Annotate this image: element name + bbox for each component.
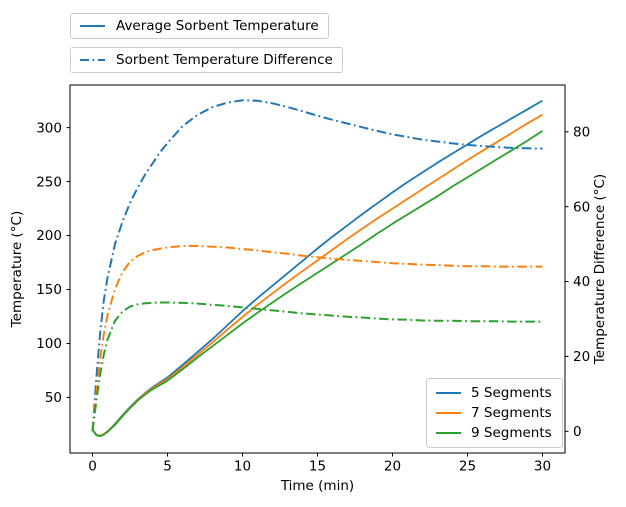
legend-9-segments-label: 9 Segments xyxy=(471,425,552,441)
series-line-9-segments-sorbent-temperature-difference xyxy=(91,301,543,432)
line-sample-icon xyxy=(436,432,461,434)
legend-item-7-segments: 7 Segments xyxy=(435,403,552,423)
x-tick-label: 0 xyxy=(88,459,97,475)
legend-temperature-difference: Sorbent Temperature Difference xyxy=(70,47,343,73)
y-right-tick-label: 20 xyxy=(573,349,590,365)
legend-item-9-segments: 9 Segments xyxy=(435,423,552,443)
y-right-tick-label: 60 xyxy=(573,199,590,215)
legend-segments: 5 Segments 7 Segments 9 Segments xyxy=(426,378,563,448)
legend-average-temperature: Average Sorbent Temperature xyxy=(70,13,329,39)
x-tick-label: 25 xyxy=(459,459,476,475)
line-sample-icon xyxy=(436,412,461,414)
x-tick-label: 15 xyxy=(309,459,326,475)
series-line-7-segments-sorbent-temperature-difference xyxy=(91,245,543,432)
legend-7-segments-label: 7 Segments xyxy=(471,405,552,421)
legend-average-temperature-label: Average Sorbent Temperature xyxy=(116,18,319,34)
dashdot-line-sample-icon xyxy=(80,59,105,61)
y-right-tick-label: 80 xyxy=(573,124,590,140)
x-tick-label: 5 xyxy=(163,459,172,475)
y-right-axis-label: Temperature Difference (°C) xyxy=(592,174,608,365)
legend-item-5-segments: 5 Segments xyxy=(435,383,552,403)
x-axis-label: Time (min) xyxy=(280,478,354,494)
y-left-tick-label: 300 xyxy=(36,120,62,136)
x-tick-label: 30 xyxy=(534,459,551,475)
y-right-tick-label: 40 xyxy=(573,274,590,290)
series-line-9-segments-average-sorbent-temperature xyxy=(91,130,543,438)
legend-5-segments-label: 5 Segments xyxy=(471,385,552,401)
line-sample-icon xyxy=(436,392,461,394)
y-left-tick-label: 200 xyxy=(36,228,62,244)
y-right-tick-label: 0 xyxy=(573,424,582,440)
y-left-tick-label: 150 xyxy=(36,282,62,298)
series-line-5-segments-sorbent-temperature-difference xyxy=(91,99,543,432)
y-left-tick-label: 100 xyxy=(36,336,62,352)
solid-line-sample-icon xyxy=(80,25,105,27)
y-left-tick-label: 250 xyxy=(36,174,62,190)
x-tick-label: 20 xyxy=(384,459,401,475)
y-left-tick-label: 50 xyxy=(45,390,62,406)
x-tick-label: 10 xyxy=(234,459,251,475)
y-left-axis-label: Temperature (°C) xyxy=(9,211,25,329)
legend-temperature-difference-label: Sorbent Temperature Difference xyxy=(116,52,333,68)
